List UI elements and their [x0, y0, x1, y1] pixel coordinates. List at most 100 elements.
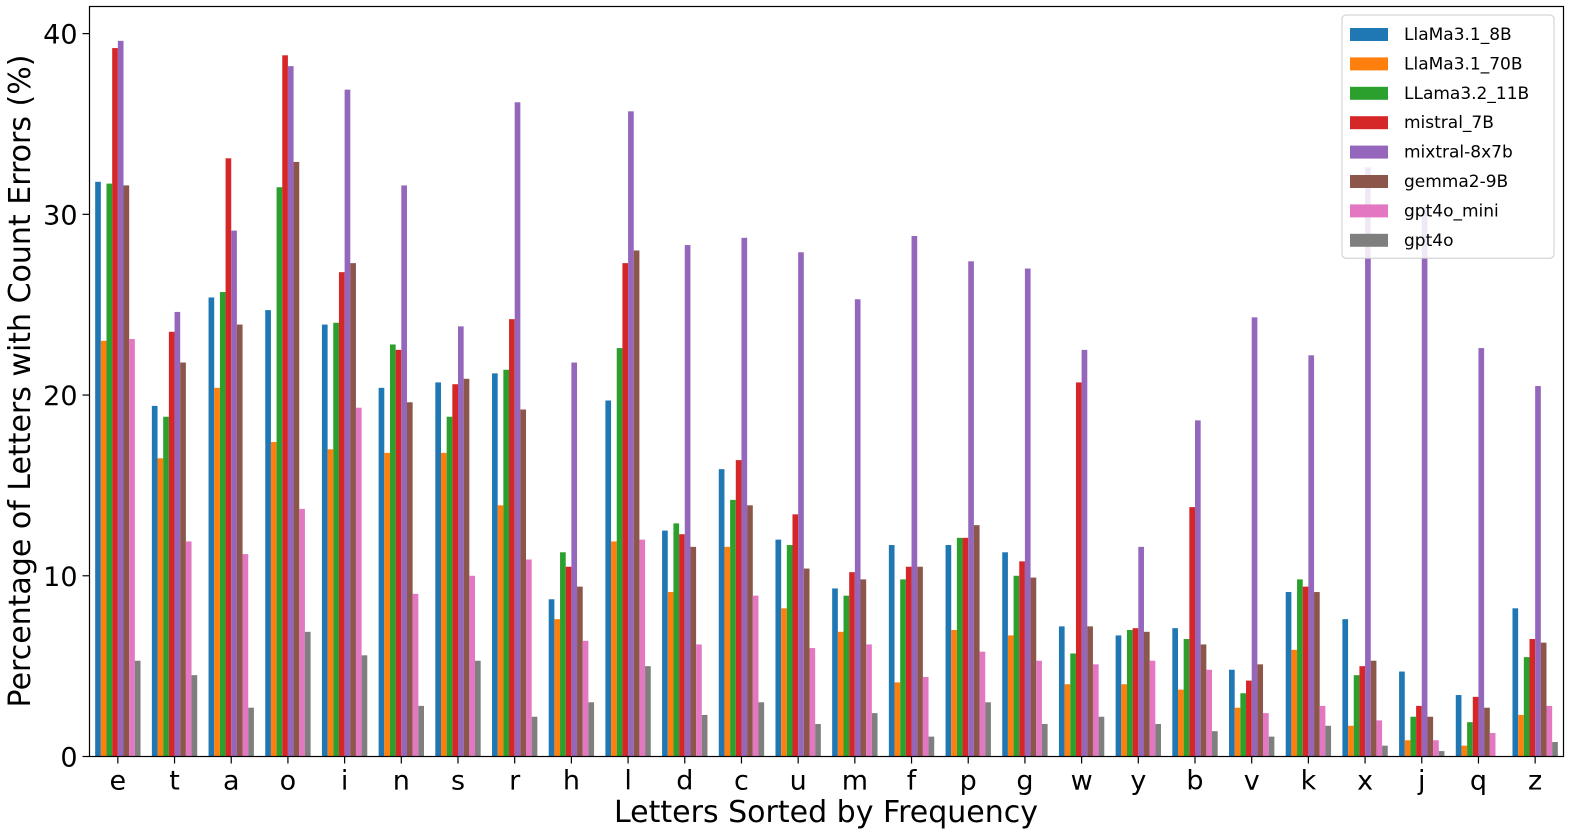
legend-swatch [1350, 233, 1388, 247]
plot-frame [88, 5, 1565, 758]
x-tick-label: o [280, 766, 297, 797]
bar-z-mixtral-8x7b [1535, 386, 1541, 757]
bar-o-llama3-1-70b [270, 442, 277, 757]
bar-t-llama3-2-11b [163, 416, 169, 757]
bar-k-llama3-2-11b [1297, 579, 1303, 757]
bar-b-llama3-1-70b [1177, 689, 1184, 757]
bar-z-gpt4o [1552, 742, 1558, 757]
bar-o-gemma2-9b [293, 161, 300, 757]
y-axis-label: Percentage of Letters with Count Errors … [3, 55, 38, 708]
bar-x-mixtral-8x7b [1365, 167, 1371, 757]
bar-m-gemma2-9b [860, 579, 867, 757]
bar-z-gpt4o-mini [1546, 705, 1553, 757]
x-tick-label: c [734, 766, 749, 797]
bar-w-llama3-1-8b [1058, 626, 1065, 757]
bar-n-llama3-1-70b [384, 452, 390, 757]
bar-r-gpt4o-mini [526, 559, 532, 757]
bar-q-llama3-1-8b [1455, 695, 1462, 757]
bar-h-gpt4o [588, 702, 595, 757]
x-tick-label: w [1071, 766, 1093, 797]
bar-w-gemma2-9b [1087, 626, 1093, 757]
bar-h-mistral-7b [565, 566, 572, 757]
bar-g-llama3-1-70b [1007, 635, 1014, 757]
bar-m-mistral-7b [849, 572, 855, 757]
bar-h-gemma2-9b [577, 586, 583, 757]
bar-f-gpt4o [928, 736, 935, 757]
bar-p-gemma2-9b [973, 525, 980, 757]
bar-i-mixtral-8x7b [344, 89, 351, 757]
bar-g-llama3-1-8b [1002, 552, 1008, 757]
bar-v-llama3-1-70b [1234, 707, 1241, 757]
legend-label: gemma2-9B [1404, 172, 1508, 192]
bar-n-mixtral-8x7b [401, 185, 407, 757]
bar-v-llama3-1-8b [1229, 669, 1235, 757]
bar-u-mixtral-8x7b [798, 252, 804, 757]
bar-x-mistral-7b [1359, 666, 1366, 757]
bar-y-mistral-7b [1132, 628, 1139, 757]
x-tick-label: s [451, 766, 465, 797]
bar-e-llama3-2-11b [106, 183, 113, 757]
legend-swatch [1350, 57, 1388, 71]
bar-r-llama3-1-70b [497, 505, 504, 757]
bar-x-gpt4o [1382, 745, 1388, 757]
bar-r-gpt4o [531, 716, 538, 757]
x-tick-label: q [1470, 766, 1487, 797]
bar-u-gpt4o-mini [809, 648, 816, 757]
bar-z-llama3-1-8b [1512, 608, 1519, 757]
bar-m-gpt4o-mini [866, 644, 872, 757]
bar-l-gemma2-9b [633, 250, 640, 757]
y-tick-label: 10 [43, 562, 77, 593]
y-axis: 0 10 20 30 40 [43, 20, 90, 774]
bar-u-llama3-2-11b [786, 545, 793, 757]
bar-b-gpt4o-mini [1206, 669, 1213, 757]
bar-m-mixtral-8x7b [854, 299, 861, 757]
bar-l-llama3-1-8b [605, 400, 612, 757]
bar-t-llama3-1-8b [151, 405, 158, 757]
bar-c-mixtral-8x7b [741, 237, 748, 757]
y-tick-label: 30 [43, 200, 77, 231]
y-tick-label: 40 [43, 20, 77, 51]
bar-a-llama3-1-70b [214, 387, 220, 757]
legend-label: LlaMa3.1_8B [1404, 25, 1512, 45]
bar-t-mistral-7b [168, 331, 175, 757]
x-tick-label: f [907, 766, 918, 797]
legend-label: gpt4o_mini [1404, 201, 1499, 221]
bar-g-mixtral-8x7b [1024, 268, 1031, 757]
bar-d-llama3-2-11b [673, 523, 680, 757]
bar-k-mistral-7b [1302, 586, 1309, 757]
bar-o-llama3-2-11b [276, 187, 283, 757]
bar-e-gpt4o-mini [129, 339, 135, 757]
x-tick-label: n [393, 766, 410, 797]
bar-z-gemma2-9b [1540, 642, 1547, 757]
bar-l-llama3-2-11b [616, 348, 623, 757]
bar-b-gpt4o [1212, 731, 1218, 757]
bar-d-mixtral-8x7b [684, 245, 691, 757]
bar-c-llama3-1-70b [724, 546, 731, 757]
bar-o-gpt4o [304, 631, 311, 757]
bar-t-llama3-1-70b [157, 458, 164, 757]
bar-t-gpt4o-mini [185, 541, 192, 757]
bar-j-llama3-1-8b [1399, 671, 1405, 757]
bar-v-mixtral-8x7b [1251, 317, 1258, 757]
bar-z-llama3-2-11b [1523, 657, 1530, 757]
bar-v-gpt4o [1268, 736, 1275, 757]
bar-d-llama3-1-70b [667, 592, 674, 757]
bar-a-gpt4o [248, 707, 254, 757]
bar-o-mistral-7b [282, 55, 288, 757]
bar-z-mistral-7b [1529, 639, 1536, 757]
bar-g-gpt4o [1041, 723, 1048, 757]
bar-u-llama3-1-8b [775, 539, 782, 757]
legend-swatch [1350, 175, 1388, 188]
bar-k-mixtral-8x7b [1308, 355, 1315, 757]
bar-q-llama3-2-11b [1467, 722, 1473, 757]
bar-n-llama3-1-8b [378, 387, 385, 757]
bar-i-gpt4o-mini [355, 407, 362, 757]
bar-o-mixtral-8x7b [287, 66, 294, 757]
x-tick-label: l [624, 766, 632, 797]
bar-f-gpt4o-mini [922, 676, 929, 757]
bar-f-llama3-1-70b [894, 682, 901, 757]
bar-a-llama3-2-11b [219, 292, 226, 757]
bar-s-llama3-1-70b [440, 452, 447, 757]
bar-o-gpt4o-mini [299, 508, 305, 757]
